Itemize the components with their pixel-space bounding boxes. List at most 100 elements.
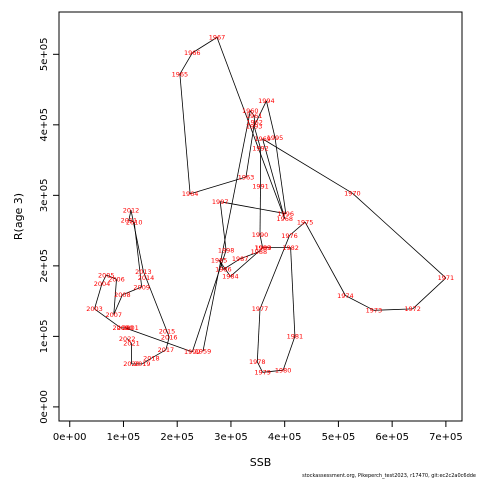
y-axis-title: R(age 3)	[12, 193, 25, 240]
point-label: 2010	[126, 218, 143, 226]
x-tick-label: 2e+05	[160, 432, 194, 443]
point-label: 1996	[278, 210, 295, 218]
point-label: 1973	[366, 307, 383, 315]
point-label: 1990	[252, 231, 269, 239]
point-label: 1992	[252, 144, 269, 152]
x-tick-label: 3e+05	[214, 432, 248, 443]
point-label: 2008	[114, 291, 131, 299]
point-label: 1983	[255, 244, 272, 252]
series-segment	[113, 294, 123, 315]
series-segment	[290, 247, 296, 337]
series-segment	[179, 74, 191, 194]
series-segment	[258, 247, 263, 253]
point-label: 1981	[287, 333, 304, 341]
series-segment	[106, 274, 117, 280]
series-segment	[289, 221, 306, 236]
x-tick-label: 6e+05	[375, 432, 409, 443]
series-segment	[216, 37, 286, 219]
x-tick-label: 1e+05	[107, 432, 141, 443]
x-tick-label: 0e+00	[53, 432, 87, 443]
series-segment	[165, 336, 170, 350]
point-label: 2018	[143, 355, 160, 363]
point-label: 1989	[254, 244, 271, 252]
footer-source-text: stockassessment.org, Pikeperch_test2023,…	[302, 473, 476, 479]
point-label: 1964	[182, 190, 199, 198]
series-segment	[223, 258, 241, 270]
point-label: 1971	[438, 274, 455, 282]
series-segment	[166, 331, 170, 338]
point-label: 1994	[258, 97, 275, 105]
series-segment	[142, 357, 152, 365]
point-label: 1993	[246, 123, 263, 131]
series-segment	[262, 138, 353, 194]
series-segment	[130, 210, 144, 272]
point-label: 1975	[297, 218, 314, 226]
y-tick-label: 4e+05	[39, 108, 50, 142]
point-label: 1978	[249, 358, 266, 366]
point-label: 1969	[254, 135, 271, 143]
point-label: 2007	[106, 311, 123, 319]
series-segment	[253, 115, 255, 123]
series-segment	[122, 286, 142, 296]
point-label: 1966	[184, 49, 201, 57]
point-label: 2020	[123, 360, 140, 368]
point-label: 1970	[344, 190, 361, 198]
point-label: 2022	[119, 335, 136, 343]
point-label: 2021	[123, 340, 140, 348]
series-segment	[304, 221, 346, 296]
series-segment	[219, 201, 227, 251]
point-label: 2004	[94, 280, 111, 288]
x-tick-label: 7e+05	[429, 432, 463, 443]
series-segment	[262, 369, 284, 373]
point-label: 2005	[98, 271, 115, 279]
series-segment	[179, 52, 193, 75]
series-segment	[256, 361, 263, 373]
point-label: 1968	[276, 215, 293, 223]
point-label: 2000	[117, 324, 134, 332]
series-segment	[94, 283, 103, 310]
y-tick-label: 5e+05	[39, 37, 50, 71]
point-label: 1959	[195, 348, 212, 356]
y-tick-label: 0e+00	[39, 390, 50, 424]
series-segment	[352, 192, 447, 279]
series-segment	[143, 271, 147, 279]
series-segment	[145, 277, 168, 332]
plot-frame	[58, 11, 463, 422]
point-label: 1972	[404, 305, 421, 313]
point-label: 2015	[159, 328, 176, 336]
point-label: 1995	[267, 134, 284, 142]
y-tick-label: 3e+05	[39, 179, 50, 213]
point-label: 1976	[281, 232, 298, 240]
point-label: 2013	[135, 268, 152, 276]
series-segment	[126, 338, 132, 344]
x-axis-title: SSB	[250, 456, 272, 469]
series-segment	[282, 336, 296, 371]
series-segment	[259, 234, 263, 248]
point-label: 1980	[275, 367, 292, 375]
point-label: 1974	[337, 292, 354, 300]
point-label: 1967	[209, 34, 226, 42]
point-label: 1987	[232, 255, 249, 263]
series-segment	[151, 349, 167, 359]
point-label: 1960	[242, 107, 259, 115]
series-segment	[253, 126, 261, 149]
series-segment	[124, 327, 193, 353]
series-segment	[259, 186, 261, 235]
point-label: 1963	[238, 173, 255, 181]
series-segment	[262, 138, 286, 219]
series-segment	[266, 100, 276, 138]
series-line	[94, 37, 447, 373]
series-segment	[101, 274, 107, 284]
series-segment	[191, 250, 227, 353]
point-label: 1988	[251, 248, 268, 256]
point-label: 1997	[212, 198, 229, 206]
point-label: 2014	[138, 274, 155, 282]
point-label: 1961	[246, 112, 263, 120]
point-label: 1991	[252, 183, 269, 191]
point-label: 2012	[123, 207, 140, 215]
point-label: 1999	[184, 348, 201, 356]
series-segment	[256, 308, 261, 362]
